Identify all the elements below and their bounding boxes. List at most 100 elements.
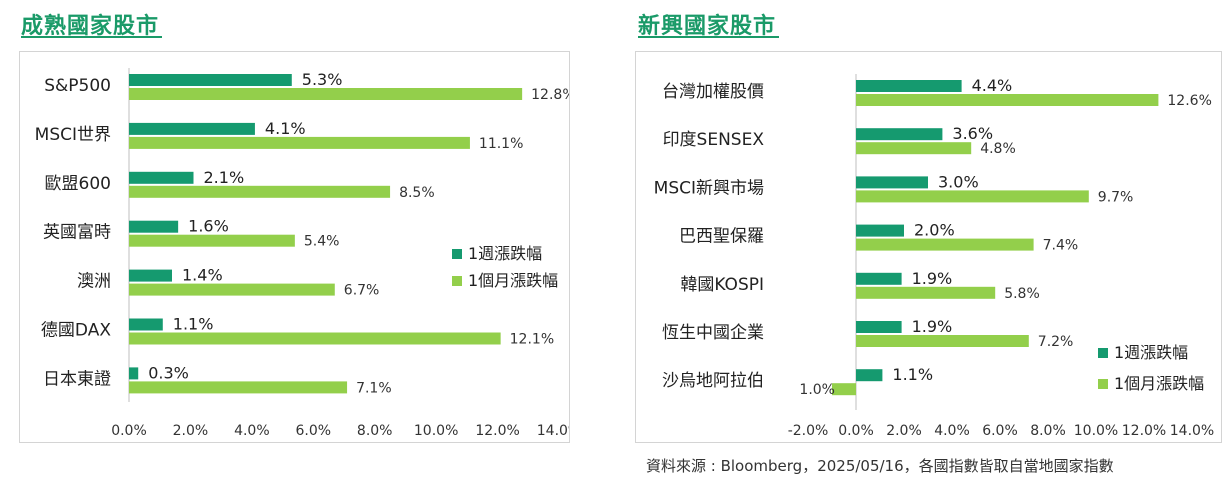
monthly-bar: [129, 136, 470, 149]
weekly-bar: [129, 269, 172, 282]
monthly-value-label: 5.8%: [1004, 286, 1040, 302]
weekly-value-label: 1.9%: [912, 269, 953, 288]
category-label: MSCI世界: [35, 125, 111, 145]
x-tick-label: 0.0%: [111, 423, 147, 439]
category-label: 韓國KOSPI: [680, 275, 764, 295]
category-label: 澳洲: [77, 272, 111, 292]
monthly-value-label: 8.5%: [399, 185, 435, 201]
weekly-value-label: 3.0%: [938, 172, 979, 191]
chart-title-developed: 成熟國家股市: [21, 14, 160, 39]
x-tick-label: 12.0%: [475, 423, 519, 439]
category-label: S&P500: [44, 76, 111, 96]
monthly-value-label: 12.6%: [1167, 93, 1211, 109]
source-note: 資料來源 : Bloomberg，2025/05/16，各國指數皆取自當地國家指…: [646, 457, 1114, 475]
category-label: 日本東證: [43, 369, 111, 389]
monthly-value-label: 6.7%: [344, 283, 380, 299]
legend-label: 1週漲跌幅: [1114, 343, 1188, 362]
weekly-bar: [856, 321, 902, 333]
weekly-bar: [856, 369, 883, 382]
monthly-value-label: 12.8%: [531, 87, 569, 103]
weekly-value-label: 1.1%: [892, 365, 933, 384]
x-tick-label: 0.0%: [838, 423, 874, 439]
weekly-bar: [856, 272, 902, 285]
chart-panel-developed: S&P500 5.3% 12.8% MSCI世界 4.1% 11.1% 歐盟600 2.1% 8…: [19, 51, 581, 443]
monthly-bar: [856, 335, 1029, 347]
monthly-value-label: 4.8%: [980, 141, 1016, 157]
x-tick-label: 12.0%: [1122, 423, 1166, 439]
monthly-bar: [129, 381, 348, 394]
weekly-value-label: 4.1%: [265, 119, 306, 138]
monthly-value-label: 1.0%: [799, 382, 835, 398]
weekly-bar: [856, 128, 943, 141]
category-label: 台灣加權股價: [662, 82, 764, 102]
legend-label: 1個月漲跌幅: [1114, 374, 1204, 393]
category-label: 歐盟600: [45, 174, 111, 194]
monthly-value-label: 7.1%: [356, 380, 392, 396]
category-label: 巴西聖保羅: [679, 227, 764, 247]
weekly-bar: [856, 80, 962, 92]
x-tick-label: 4.0%: [234, 423, 270, 439]
weekly-bar: [129, 367, 139, 380]
weekly-value-label: 1.9%: [912, 317, 953, 336]
bar-chart-emerging: 台灣加權股價 4.4% 12.6% 印度SENSEX 3.6%4.8% MSCI新興市場 3…: [654, 74, 1214, 439]
category-label: 英國富時: [43, 223, 111, 243]
x-tick-label: 8.0%: [1030, 423, 1066, 439]
title-underline-emerging: [638, 36, 779, 38]
chart-title-emerging: 新興國家股市: [638, 14, 777, 39]
monthly-bar: [129, 283, 335, 296]
category-label: 沙烏地阿拉伯: [662, 371, 764, 391]
chart-panel-emerging: 台灣加權股價 4.4% 12.6% 印度SENSEX 3.6% 4.8% MSCI新興市場 3…: [635, 51, 1222, 443]
legend-swatch: [1098, 348, 1108, 358]
monthly-bar: [856, 142, 972, 155]
monthly-bar: [856, 190, 1089, 203]
x-tick-label: 14.0%: [537, 423, 569, 439]
legend-label: 1個月漲跌幅: [468, 271, 558, 290]
x-tick-label: 6.0%: [982, 423, 1018, 439]
weekly-value-label: 0.3%: [148, 363, 189, 382]
x-tick-label: -2.0%: [788, 423, 829, 439]
bar-chart-developed: S&P500 5.3% 12.8% MSCI世界 4.1% 11.1% 歐盟600 2.1% 8…: [35, 68, 581, 439]
legend-swatch: [452, 249, 462, 259]
legend-label: 1週漲跌幅: [468, 244, 542, 263]
weekly-value-label: 1.4%: [182, 266, 223, 285]
weekly-value-label: 1.1%: [173, 315, 214, 334]
weekly-value-label: 2.1%: [204, 168, 245, 187]
x-tick-label: 8.0%: [357, 423, 393, 439]
weekly-bar: [129, 171, 194, 184]
weekly-bar: [129, 318, 163, 331]
x-tick-label: 2.0%: [173, 423, 209, 439]
monthly-bar: [129, 185, 391, 198]
x-tick-label: 4.0%: [934, 423, 970, 439]
weekly-value-label: 1.6%: [188, 217, 229, 236]
weekly-value-label: 4.4%: [972, 76, 1013, 95]
weekly-value-label: 3.6%: [952, 124, 993, 143]
category-label: MSCI新興市場: [654, 178, 764, 198]
monthly-bar: [856, 238, 1034, 251]
monthly-value-label: 12.1%: [510, 332, 554, 348]
monthly-bar: [832, 383, 856, 396]
legend-swatch: [452, 276, 462, 286]
x-tick-label: 6.0%: [295, 423, 331, 439]
weekly-bar: [129, 122, 255, 135]
monthly-value-label: 7.4%: [1043, 238, 1079, 254]
weekly-bar: [856, 176, 928, 189]
category-label: 德國DAX: [41, 321, 111, 341]
monthly-value-label: 9.7%: [1098, 189, 1134, 205]
weekly-value-label: 2.0%: [914, 221, 955, 240]
category-label: 印度SENSEX: [663, 130, 765, 150]
x-tick-label: 10.0%: [414, 423, 458, 439]
weekly-bar: [129, 220, 179, 233]
title-underline-developed: [21, 36, 162, 38]
weekly-bar: [856, 224, 904, 237]
x-tick-label: 2.0%: [886, 423, 922, 439]
monthly-bar: [129, 332, 501, 345]
monthly-value-label: 7.2%: [1038, 334, 1074, 350]
monthly-bar: [129, 234, 295, 247]
category-label: 恆生中國企業: [662, 323, 764, 343]
x-tick-label: 14.0%: [1170, 423, 1214, 439]
monthly-value-label: 5.4%: [304, 234, 340, 250]
monthly-bar: [856, 286, 996, 299]
x-tick-label: 10.0%: [1074, 423, 1118, 439]
monthly-bar: [856, 94, 1159, 106]
weekly-bar: [129, 74, 292, 86]
